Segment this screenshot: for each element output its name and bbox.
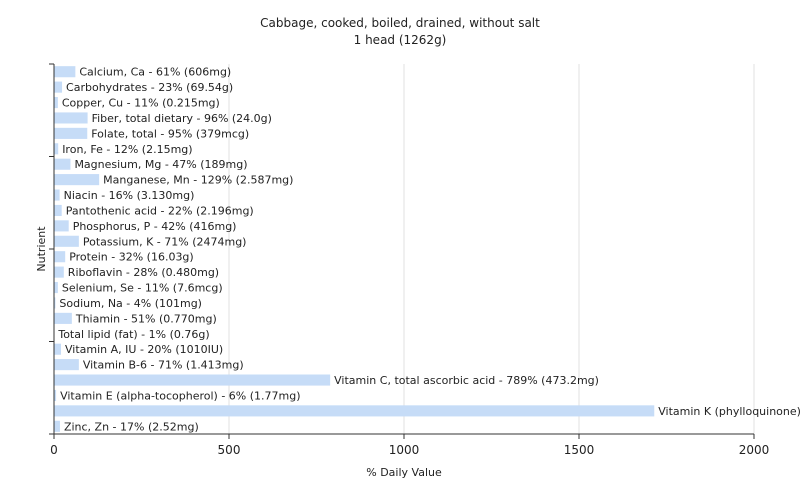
chart-title: Cabbage, cooked, boiled, drained, withou…: [260, 16, 540, 30]
bar-label: Protein - 32% (16.03g): [69, 251, 194, 264]
bar: [54, 374, 331, 386]
bar-label: Vitamin A, IU - 20% (1010IU): [65, 343, 223, 356]
x-tick-label: 2000: [739, 443, 770, 457]
bar-label: Vitamin K (phylloquinone) - 1715% (1371.…: [658, 405, 800, 418]
bar: [54, 174, 100, 186]
bar-label: Iron, Fe - 12% (2.15mg): [62, 143, 192, 156]
bar: [54, 220, 69, 232]
bar: [54, 66, 76, 78]
bar: [54, 158, 71, 170]
bar: [54, 297, 56, 309]
bar: [54, 359, 79, 371]
bar-label: Selenium, Se - 11% (7.6mcg): [62, 282, 223, 295]
bar-label: Carbohydrates - 23% (69.54g): [66, 81, 233, 94]
bar-label: Zinc, Zn - 17% (2.52mg): [64, 420, 199, 433]
bar-label: Thiamin - 51% (0.770mg): [75, 312, 217, 325]
bar-label: Riboflavin - 28% (0.480mg): [68, 266, 219, 279]
bar: [54, 189, 60, 201]
bar-label: Vitamin C, total ascorbic acid - 789% (4…: [334, 374, 599, 387]
bar: [54, 405, 655, 417]
bar: [54, 251, 66, 263]
bar-label: Vitamin B-6 - 71% (1.413mg): [83, 359, 244, 372]
bar: [54, 204, 62, 217]
bar-label: Potassium, K - 71% (2474mg): [83, 235, 247, 248]
grid-lines: [228, 64, 755, 434]
bars: Calcium, Ca - 61% (606mg) Carbohydrates -…: [54, 66, 800, 433]
bar-label: Fiber, total dietary - 96% (24.0g): [92, 112, 272, 125]
bar: [54, 266, 64, 278]
bar-label: Phosphorus, P - 42% (416mg): [73, 220, 237, 233]
x-tick-labels: 0 500 1000 1500 2000: [50, 443, 769, 457]
bar-label: Total lipid (fat) - 1% (0.76g): [57, 328, 209, 341]
bar: [54, 389, 57, 402]
bar-label: Folate, total - 95% (379mcg): [91, 127, 249, 140]
x-tick-label: 0: [50, 443, 58, 457]
bar: [54, 343, 61, 355]
x-tick-label: 500: [218, 443, 241, 457]
axes: [49, 63, 755, 439]
bar: [54, 420, 60, 432]
bar-label: Vitamin E (alpha-tocopherol) - 6% (1.77m…: [60, 389, 300, 402]
bar: [54, 143, 59, 155]
bar-label: Magnesium, Mg - 47% (189mg): [74, 158, 247, 171]
bar: [54, 112, 88, 124]
bar-label: Niacin - 16% (3.130mg): [64, 189, 195, 202]
bar: [54, 81, 63, 93]
x-tick-label: 1500: [564, 443, 595, 457]
bar: [54, 235, 79, 247]
x-tick-label: 1000: [389, 443, 420, 457]
bar: [54, 281, 58, 294]
bar-label: Calcium, Ca - 61% (606mg): [79, 66, 231, 79]
bar: [54, 127, 88, 139]
bar-label: Manganese, Mn - 129% (2.587mg): [103, 174, 293, 187]
chart-subtitle: 1 head (1262g): [354, 33, 447, 47]
bar-label: Sodium, Na - 4% (101mg): [59, 297, 202, 310]
x-axis-title: % Daily Value: [366, 466, 442, 479]
bar-label: Copper, Cu - 11% (0.215mg): [62, 97, 220, 110]
bar: [54, 312, 72, 324]
bar: [54, 96, 58, 109]
bar-label: Pantothenic acid - 22% (2.196mg): [66, 204, 254, 217]
y-axis-title: Nutrient: [35, 226, 48, 272]
